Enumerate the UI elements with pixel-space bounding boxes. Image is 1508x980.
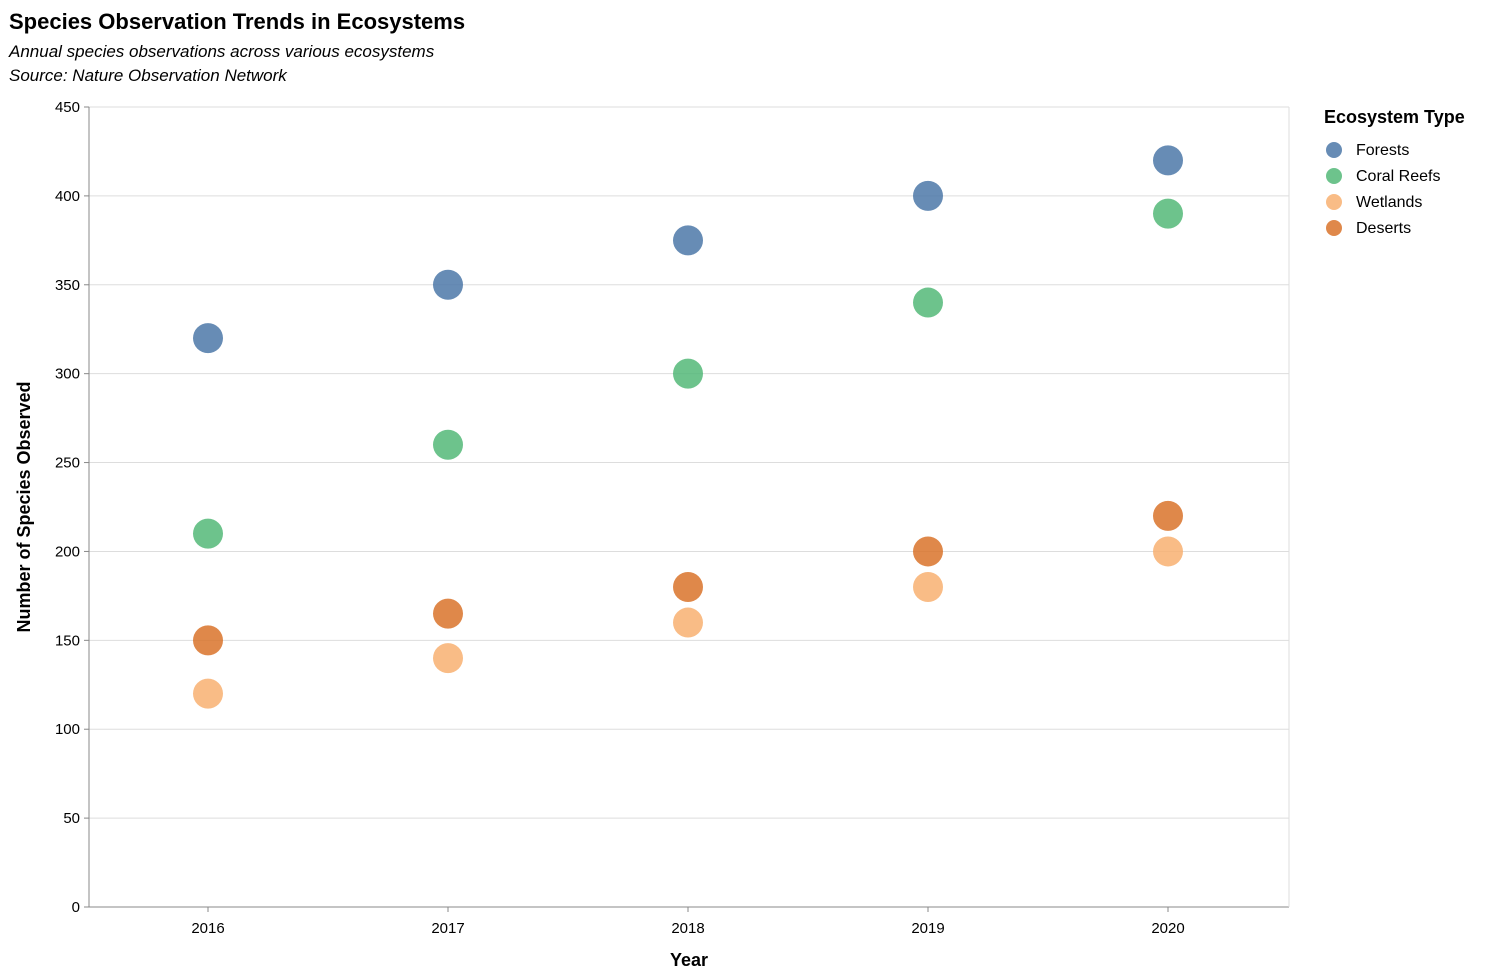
x-axis-title: Year bbox=[670, 950, 708, 970]
point-forests[interactable] bbox=[433, 269, 463, 300]
point-deserts[interactable] bbox=[433, 598, 463, 629]
point-deserts[interactable] bbox=[193, 625, 223, 656]
x-tick-label: 2020 bbox=[1151, 920, 1184, 937]
y-tick-label: 250 bbox=[55, 455, 80, 472]
point-deserts[interactable] bbox=[913, 536, 943, 567]
legend-label: Forests bbox=[1356, 142, 1409, 159]
legend: Ecosystem Type Forests Coral Reefs Wetland… bbox=[1324, 107, 1465, 237]
legend-swatch bbox=[1326, 142, 1342, 158]
point-coral-reefs[interactable] bbox=[193, 518, 223, 549]
chart-title: Species Observation Trends in Ecosystems bbox=[9, 9, 465, 34]
axes: 0 50 100 150 200 250 300 350 400 450 2016 2017 2018 2… bbox=[55, 99, 1290, 937]
point-forests[interactable] bbox=[1153, 145, 1183, 176]
data-points bbox=[193, 145, 1183, 709]
point-forests[interactable] bbox=[913, 180, 943, 211]
x-tick-label: 2016 bbox=[191, 920, 224, 937]
point-coral-reefs[interactable] bbox=[673, 358, 703, 389]
y-tick-label: 100 bbox=[55, 721, 80, 738]
y-tick-label: 150 bbox=[55, 632, 80, 649]
y-tick-label: 200 bbox=[55, 543, 80, 560]
y-tick-label: 0 bbox=[72, 899, 80, 916]
legend-swatch bbox=[1326, 220, 1342, 236]
point-forests[interactable] bbox=[673, 225, 703, 256]
legend-label: Wetlands bbox=[1356, 194, 1422, 211]
chart-subtitle-line-1: Annual species observations across vario… bbox=[8, 42, 435, 61]
point-forests[interactable] bbox=[193, 323, 223, 354]
legend-swatch bbox=[1326, 194, 1342, 210]
x-tick-label: 2019 bbox=[911, 920, 944, 937]
y-tick-label: 400 bbox=[55, 188, 80, 205]
point-coral-reefs[interactable] bbox=[433, 429, 463, 460]
legend-label: Deserts bbox=[1356, 220, 1411, 237]
y-tick-label: 450 bbox=[55, 99, 80, 116]
y-tick-label: 300 bbox=[55, 366, 80, 383]
y-axis-title: Number of Species Observed bbox=[14, 381, 34, 632]
legend-swatch bbox=[1326, 168, 1342, 184]
x-tick-label: 2018 bbox=[671, 920, 704, 937]
point-deserts[interactable] bbox=[1153, 500, 1183, 531]
point-wetlands[interactable] bbox=[913, 572, 943, 602]
point-wetlands[interactable] bbox=[673, 607, 703, 638]
point-coral-reefs[interactable] bbox=[913, 287, 943, 318]
y-gridlines bbox=[89, 106, 1289, 819]
y-tick-label: 350 bbox=[55, 277, 80, 294]
point-wetlands[interactable] bbox=[433, 643, 463, 674]
legend-title: Ecosystem Type bbox=[1324, 107, 1465, 127]
chart-subtitle-line-2: Source: Nature Observation Network bbox=[9, 66, 288, 85]
point-coral-reefs[interactable] bbox=[1153, 198, 1183, 229]
legend-label: Coral Reefs bbox=[1356, 168, 1440, 185]
point-wetlands[interactable] bbox=[193, 678, 223, 709]
y-tick-label: 50 bbox=[63, 810, 80, 827]
point-wetlands[interactable] bbox=[1153, 536, 1183, 567]
point-deserts[interactable] bbox=[673, 572, 703, 602]
x-tick-label: 2017 bbox=[431, 920, 464, 937]
